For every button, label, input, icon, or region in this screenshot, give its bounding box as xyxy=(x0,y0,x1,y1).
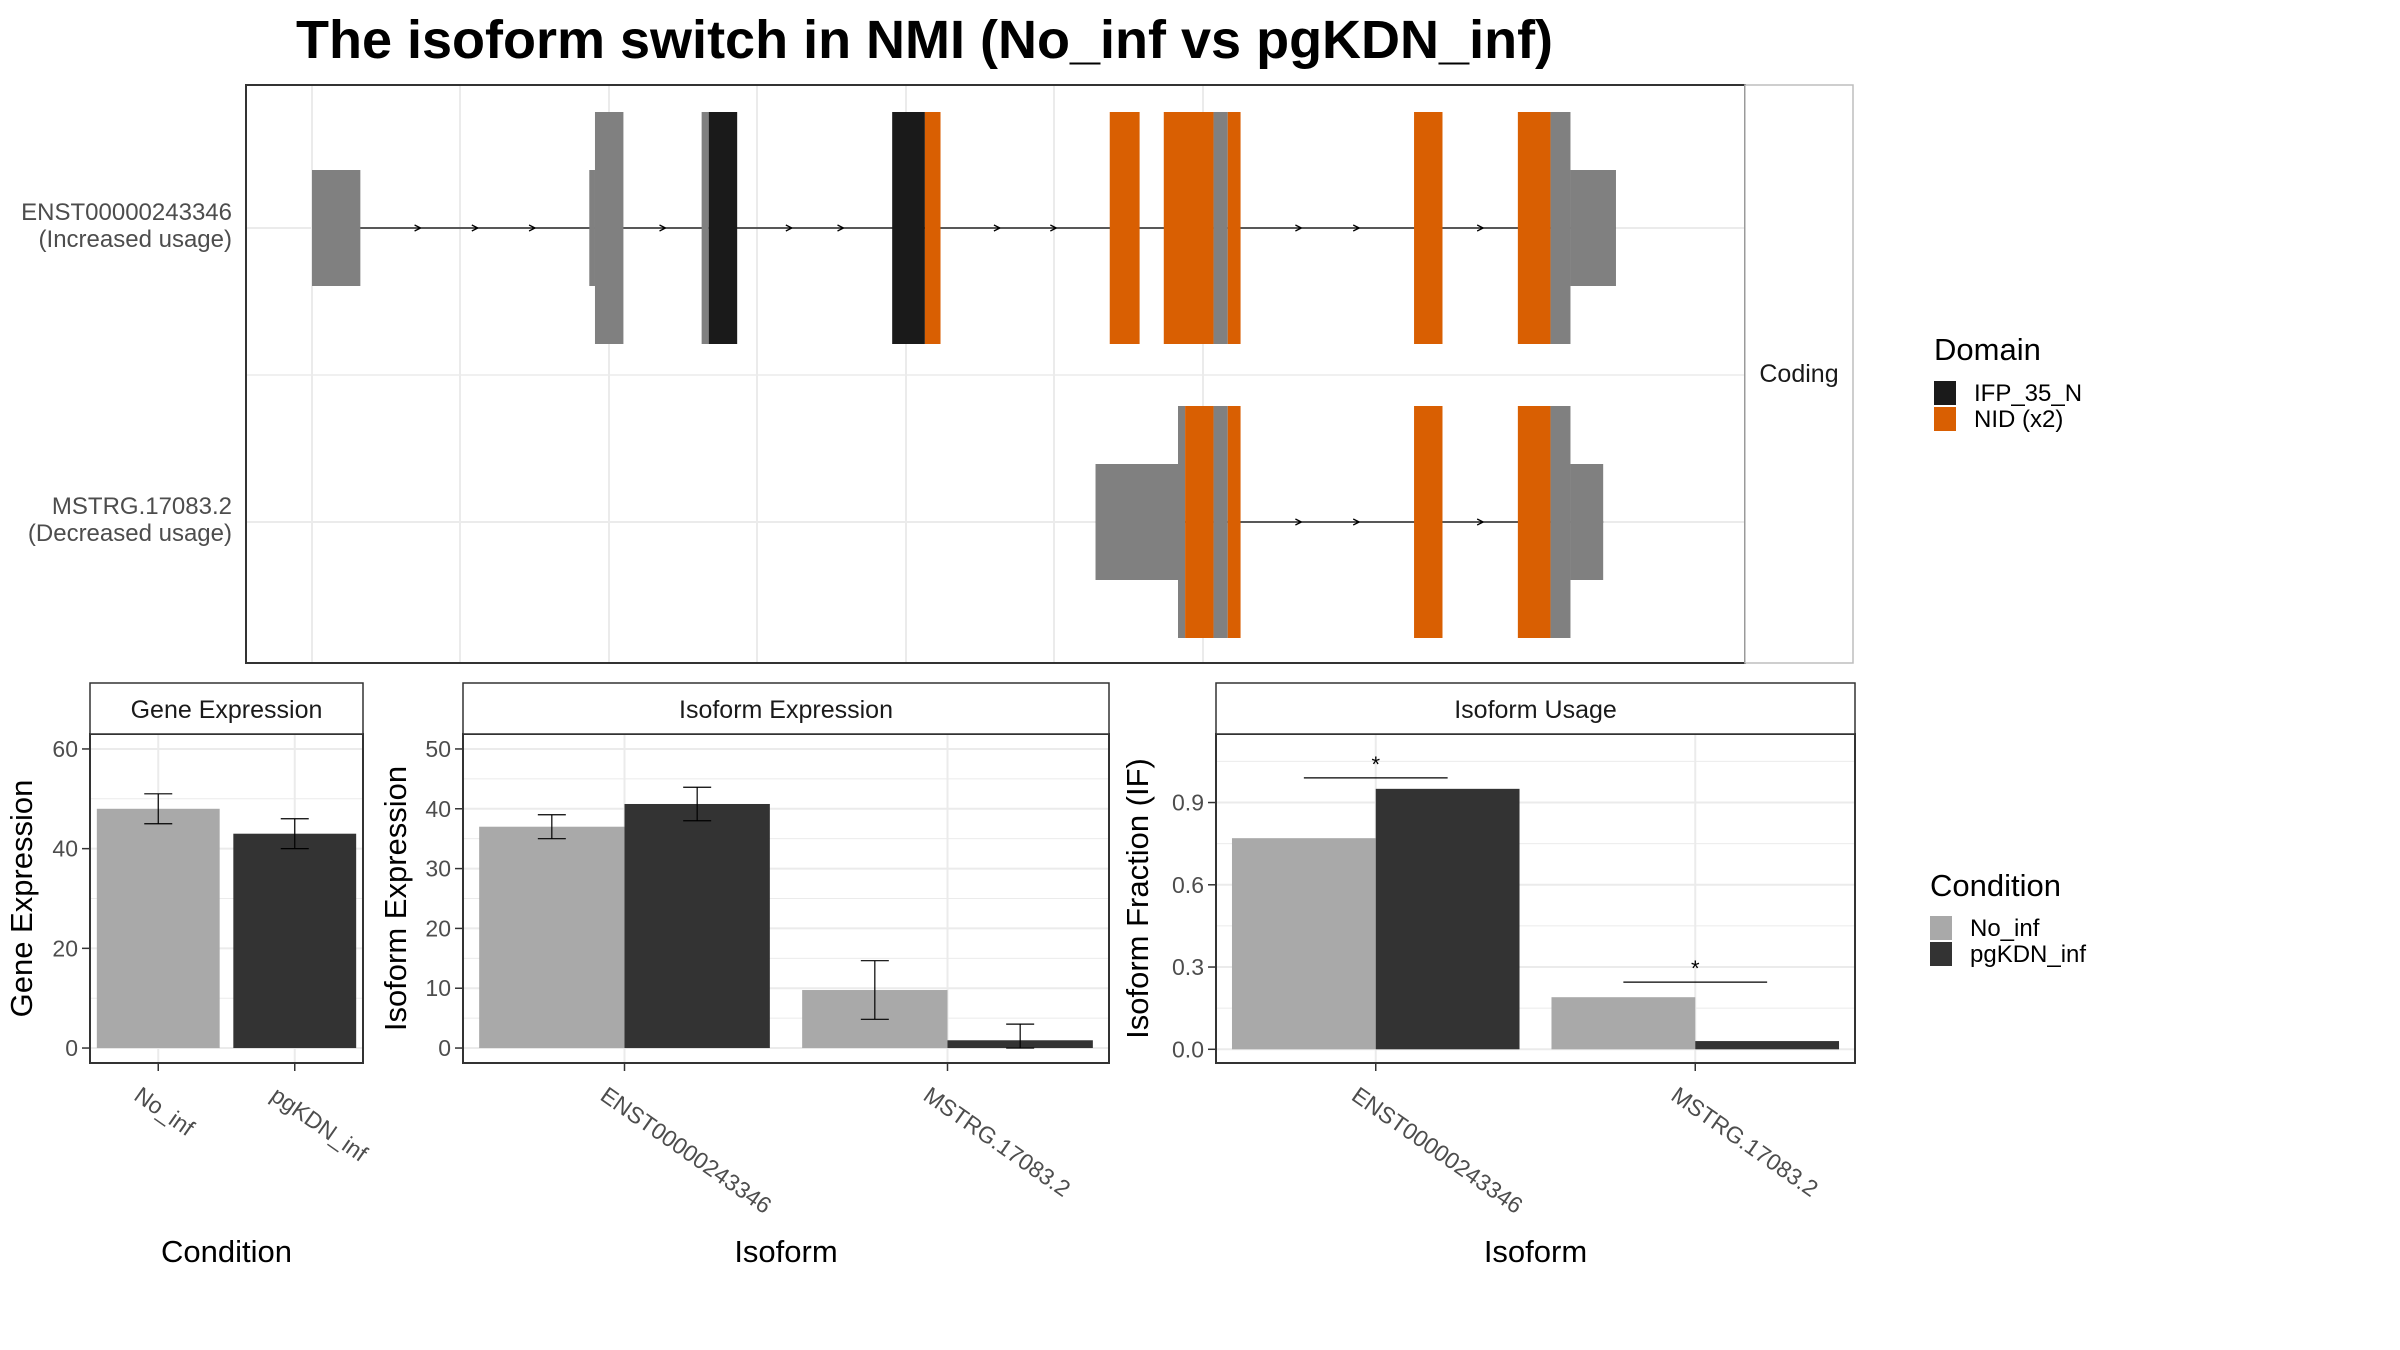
isoform-label-enst00000243346: ENST00000243346 xyxy=(21,199,232,226)
isoform-expression-y-tick-label: 10 xyxy=(425,975,451,1001)
domain-legend-label-nid-x2: NID (x2) xyxy=(1974,406,2063,433)
isoform-expression-y-axis-title: Isoform Expression xyxy=(378,766,413,1031)
isoform-usage-enst00000243346: (Increased usage) xyxy=(39,226,232,253)
gene-expression-x-tick-label: No_inf xyxy=(130,1082,200,1142)
domain-legend-label-ifp-35-n: IFP_35_N xyxy=(1974,380,2082,407)
exon-nid xyxy=(1163,112,1214,344)
exon-nid xyxy=(924,112,941,344)
isoform-usage-x-axis-title: Isoform xyxy=(1484,1234,1587,1269)
gene-expression-x-tick-label: pgKDN_inf xyxy=(266,1082,373,1167)
gene-expression-x-axis-title: Condition xyxy=(161,1234,292,1269)
isoform-usage-significance-star: * xyxy=(1371,752,1380,777)
isoform-usage-y-tick-label: 0.3 xyxy=(1172,954,1204,980)
isoform-usage-x-tick-label: ENST00000243346 xyxy=(1347,1082,1527,1219)
intron-arrow xyxy=(1050,224,1058,232)
exon-utr xyxy=(1570,464,1604,580)
gene-expression-y-axis-title: Gene Expression xyxy=(4,780,39,1018)
exon-nid xyxy=(1414,406,1443,638)
isoform-usage-bar-pgkdn-inf-enst00000243346 xyxy=(1375,788,1520,1050)
domain-legend-swatch xyxy=(1934,381,1956,405)
isoform-usage-bar-no-inf-mstrg-17083-2 xyxy=(1551,997,1696,1050)
exon-cds xyxy=(1213,112,1228,344)
isoform-usage-strip-label: Isoform Usage xyxy=(1454,696,1617,724)
isoform-expression-y-tick-label: 30 xyxy=(425,856,451,882)
intron-arrow xyxy=(1295,518,1303,526)
exon-utr xyxy=(1095,464,1178,580)
exon-nid xyxy=(1517,112,1551,344)
isoform-expression-y-tick-label: 50 xyxy=(425,736,451,762)
exon-nid xyxy=(1185,406,1214,638)
isoform-expression-y-tick-label: 40 xyxy=(425,796,451,822)
domain-legend-swatch xyxy=(1934,407,1956,431)
facet-strip xyxy=(1744,84,1854,664)
domain-legend-title: Domain xyxy=(1934,332,2041,367)
isoform-expression-x-tick-label: ENST00000243346 xyxy=(596,1082,776,1219)
exon-nid xyxy=(1227,112,1241,344)
isoform-expression-y-tick-label: 0 xyxy=(438,1035,451,1061)
isoform-expression-x-tick-label: MSTRG.17083.2 xyxy=(919,1082,1075,1202)
isoform-expression-x-axis-title: Isoform xyxy=(734,1234,837,1269)
facet-label-coding: Coding xyxy=(1759,360,1838,388)
gene-expression-strip xyxy=(89,682,364,735)
figure-title: The isoform switch in NMI (No_inf vs pgK… xyxy=(296,10,1553,70)
gene-expression-bar-no-inf xyxy=(96,808,220,1049)
isoform-expression-bar-pgkdn-inf-enst00000243346 xyxy=(624,803,770,1049)
intron-arrow xyxy=(1476,518,1485,526)
isoform-label-mstrg-17083-2: MSTRG.17083.2 xyxy=(52,493,232,520)
exon-nid xyxy=(1414,112,1443,344)
isoform-usage-y-tick-label: 0.9 xyxy=(1172,790,1204,816)
condition-legend-label-no-inf: No_inf xyxy=(1970,915,2040,942)
isoform-usage-strip xyxy=(1215,682,1856,735)
exon-nid xyxy=(1227,406,1241,638)
intron-arrow xyxy=(414,224,423,232)
isoform-usage-bar-no-inf-enst00000243346 xyxy=(1231,838,1376,1050)
exon-cds xyxy=(594,112,624,344)
isoform-expression-bar-no-inf-enst00000243346 xyxy=(479,826,625,1049)
condition-legend-swatch xyxy=(1930,916,1952,940)
isoform-usage-x-tick-label: MSTRG.17083.2 xyxy=(1667,1082,1823,1202)
isoform-usage-y-tick-label: 0.6 xyxy=(1172,872,1204,898)
intron-arrow xyxy=(993,224,1002,232)
intron-arrow xyxy=(528,224,537,232)
exon-nid xyxy=(1517,406,1551,638)
exon-cds xyxy=(1177,406,1186,638)
gene-expression-y-tick-label: 60 xyxy=(52,736,78,762)
intron-arrow xyxy=(1295,224,1303,232)
isoform-expression-strip-label: Isoform Expression xyxy=(679,696,893,724)
isoform-usage-mstrg-17083-2: (Decreased usage) xyxy=(28,520,232,547)
exon-utr xyxy=(1570,170,1616,286)
intron-arrow xyxy=(785,224,794,232)
condition-legend-swatch xyxy=(1930,942,1952,966)
structure-panel-bg xyxy=(246,85,1745,663)
intron-arrow xyxy=(837,224,845,232)
exon-cds xyxy=(1550,112,1571,344)
exon-utr xyxy=(312,170,361,286)
exon-ifp-35-n xyxy=(892,112,925,344)
isoform-expression-strip xyxy=(462,682,1110,735)
exon-cds xyxy=(1213,406,1228,638)
intron-arrow xyxy=(1352,224,1361,232)
intron-arrow xyxy=(471,224,480,232)
exon-nid xyxy=(1109,112,1140,344)
gene-expression-bar-pgkdn-inf xyxy=(233,833,357,1049)
exon-ifp-35-n xyxy=(708,112,738,344)
gene-expression-y-tick-label: 0 xyxy=(65,1035,78,1061)
condition-legend-title: Condition xyxy=(1930,868,2061,903)
intron-arrow xyxy=(1476,224,1485,232)
exon-cds xyxy=(701,112,709,344)
condition-legend-label-pgkdn-inf: pgKDN_inf xyxy=(1970,941,2086,968)
isoform-usage-significance-star: * xyxy=(1691,956,1700,981)
isoform-usage-y-axis-title: Isoform Fraction (IF) xyxy=(1120,758,1155,1039)
gene-expression-strip-label: Gene Expression xyxy=(131,696,323,724)
exon-utr xyxy=(589,170,595,286)
intron-arrow xyxy=(659,224,667,232)
isoform-usage-y-tick-label: 0.0 xyxy=(1172,1036,1204,1062)
intron-arrow xyxy=(1352,518,1361,526)
exon-cds xyxy=(1550,406,1571,638)
gene-expression-y-tick-label: 40 xyxy=(52,836,78,862)
isoform-usage-bar-pgkdn-inf-mstrg-17083-2 xyxy=(1695,1041,1840,1050)
gene-expression-y-tick-label: 20 xyxy=(52,935,78,961)
isoform-expression-y-tick-label: 20 xyxy=(425,915,451,941)
